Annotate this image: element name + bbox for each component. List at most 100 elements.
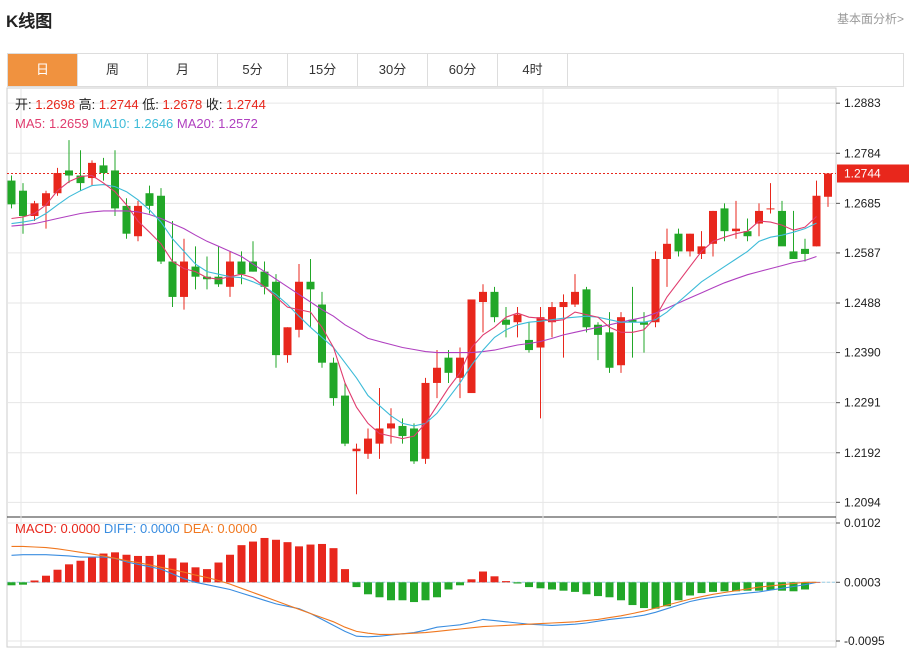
macd-bar bbox=[743, 582, 752, 591]
candle-body bbox=[111, 170, 119, 209]
macd-bar bbox=[375, 582, 384, 598]
candle-body bbox=[490, 291, 499, 318]
macd-bar bbox=[65, 564, 73, 583]
candle-body bbox=[502, 319, 510, 325]
candle-body bbox=[318, 304, 326, 363]
candle-body bbox=[421, 382, 430, 459]
macd-bar bbox=[525, 582, 533, 588]
candle-body bbox=[19, 190, 27, 216]
price-tick-label: 1.2192 bbox=[844, 446, 881, 460]
candle-body bbox=[697, 246, 706, 254]
candle-body bbox=[352, 448, 361, 452]
tab-0[interactable]: 日 bbox=[8, 54, 78, 86]
candle-body bbox=[801, 248, 809, 254]
ohlc-legend-label-0: 开: bbox=[15, 97, 32, 112]
candle-body bbox=[720, 208, 729, 232]
candle-body bbox=[444, 357, 453, 373]
price-tick-label: 1.2685 bbox=[844, 196, 881, 210]
candle-body bbox=[594, 324, 602, 335]
candle-body bbox=[387, 423, 395, 429]
price-tick-label: 1.2784 bbox=[844, 146, 881, 160]
ma-legend-value-0: 1.2659 bbox=[45, 116, 88, 131]
candle-body bbox=[157, 195, 165, 262]
candle-body bbox=[375, 428, 384, 444]
macd-bar bbox=[88, 557, 96, 583]
tab-3[interactable]: 5分 bbox=[218, 54, 288, 86]
macd-tick-label: 0.0102 bbox=[844, 516, 881, 530]
macd-bar bbox=[433, 582, 441, 598]
candle-body bbox=[30, 203, 39, 216]
macd-bar bbox=[283, 542, 292, 583]
candle-body bbox=[260, 271, 269, 287]
macd-bar bbox=[594, 582, 602, 597]
macd-legend-value-2: 0.0000 bbox=[214, 521, 257, 536]
macd-legend: MACD: 0.0000 DIFF: 0.0000 DEA: 0.0000 bbox=[15, 521, 257, 536]
candle-body bbox=[249, 261, 257, 272]
macd-bar bbox=[249, 541, 257, 583]
macd-bar bbox=[76, 560, 85, 583]
candle-body bbox=[364, 438, 372, 454]
macd-bar bbox=[709, 582, 717, 592]
macd-bar bbox=[732, 582, 740, 592]
macd-legend-label-1: DIFF: bbox=[100, 521, 136, 536]
candle-body bbox=[168, 261, 177, 297]
tab-1[interactable]: 周 bbox=[78, 54, 148, 86]
tab-7[interactable]: 4时 bbox=[498, 54, 568, 86]
macd-legend-value-1: 0.0000 bbox=[136, 521, 179, 536]
candle-body bbox=[214, 276, 223, 285]
macd-legend-label-2: DEA: bbox=[180, 521, 214, 536]
macd-bar bbox=[663, 582, 671, 607]
price-tick-label: 1.2587 bbox=[844, 246, 881, 260]
candle-body bbox=[513, 314, 522, 323]
ohlc-legend-label-3: 收: bbox=[202, 97, 222, 112]
last-price-label: 1.2744 bbox=[844, 166, 881, 180]
tab-6[interactable]: 60分 bbox=[428, 54, 498, 86]
candle-body bbox=[237, 261, 246, 275]
candle-body bbox=[640, 322, 648, 325]
tab-4[interactable]: 15分 bbox=[288, 54, 358, 86]
macd-bar bbox=[122, 554, 131, 583]
macd-tick-label: 0.0003 bbox=[844, 575, 881, 589]
macd-bar bbox=[490, 576, 499, 583]
ma-legend: MA5: 1.2659 MA10: 1.2646 MA20: 1.2572 bbox=[15, 116, 258, 131]
ma20-line bbox=[11, 210, 817, 354]
candle-body bbox=[789, 251, 798, 259]
macd-bar bbox=[19, 582, 27, 585]
macd-bar bbox=[203, 569, 211, 583]
macd-bar bbox=[111, 552, 119, 583]
tabs-filler bbox=[567, 53, 904, 87]
fundamental-analysis-link[interactable]: 基本面分析> bbox=[836, 12, 904, 26]
macd-bar bbox=[387, 582, 395, 601]
macd-bar bbox=[421, 582, 430, 601]
candle-body bbox=[180, 261, 188, 297]
header: K线图 基本面分析> bbox=[0, 0, 910, 36]
candle-body bbox=[99, 165, 108, 173]
macd-bar bbox=[559, 582, 568, 591]
macd-bar bbox=[479, 571, 487, 583]
candle-body bbox=[226, 261, 234, 287]
macd-bar bbox=[778, 582, 786, 591]
ma-legend-label-0: MA5: bbox=[15, 116, 45, 131]
macd-bar bbox=[364, 582, 372, 595]
candle-body bbox=[479, 291, 487, 302]
macd-bar bbox=[801, 582, 809, 590]
macd-bar bbox=[571, 582, 579, 592]
tab-5[interactable]: 30分 bbox=[358, 54, 428, 86]
last-price-badge bbox=[837, 164, 909, 183]
macd-bar bbox=[329, 548, 338, 583]
macd-bar bbox=[398, 582, 407, 601]
macd-bar bbox=[295, 546, 303, 583]
candle-body bbox=[467, 299, 476, 394]
candle-body bbox=[536, 317, 545, 348]
candle-body bbox=[295, 281, 303, 330]
candle-body bbox=[53, 172, 62, 194]
ohlc-legend-value-3: 1.2744 bbox=[222, 97, 265, 112]
tab-2[interactable]: 月 bbox=[148, 54, 218, 86]
candle-body bbox=[812, 195, 821, 247]
macd-bar bbox=[341, 569, 349, 583]
macd-tick-label: -0.0095 bbox=[844, 634, 885, 648]
candle-body bbox=[410, 428, 418, 462]
price-tick-label: 1.2488 bbox=[844, 296, 881, 310]
price-tick-label: 1.2291 bbox=[844, 396, 881, 410]
